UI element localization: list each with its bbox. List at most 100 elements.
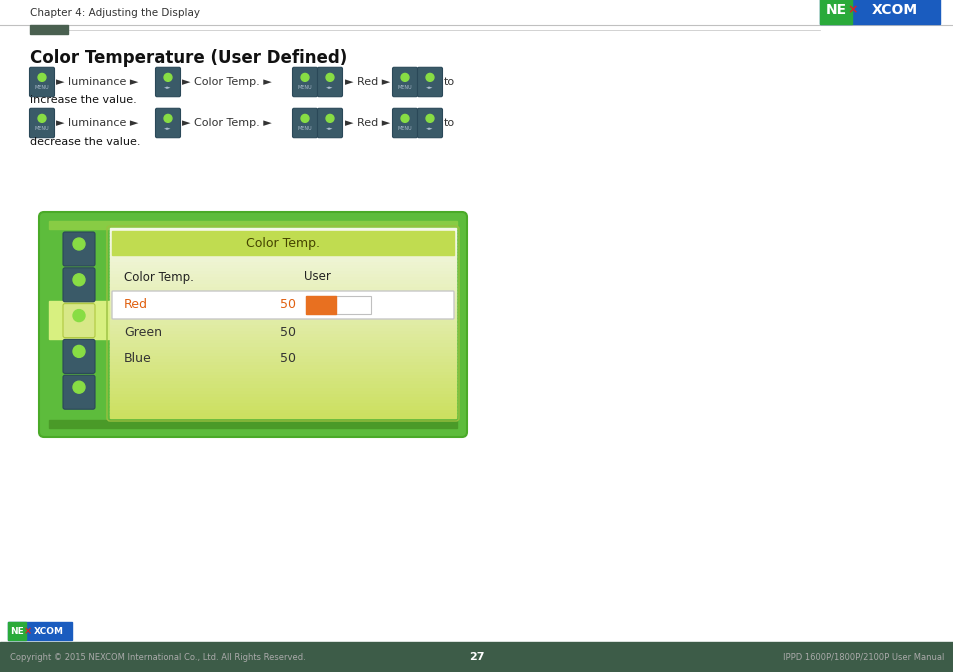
Bar <box>110 285 456 289</box>
Text: ×: × <box>24 626 31 636</box>
Circle shape <box>164 114 172 122</box>
Bar <box>110 278 456 282</box>
Bar <box>110 332 456 336</box>
Bar <box>110 247 456 251</box>
Bar <box>110 379 456 383</box>
Bar <box>110 407 456 412</box>
FancyBboxPatch shape <box>30 67 54 97</box>
Text: ► Red ►: ► Red ► <box>345 77 390 87</box>
Bar <box>110 269 456 273</box>
Bar <box>110 388 456 393</box>
Bar <box>110 414 456 418</box>
Bar <box>110 376 456 380</box>
Bar <box>306 296 371 314</box>
Bar <box>110 304 456 308</box>
Text: MENU: MENU <box>297 126 312 132</box>
Bar <box>110 288 456 292</box>
Text: Copyright © 2015 NEXCOM International Co., Ltd. All Rights Reserved.: Copyright © 2015 NEXCOM International Co… <box>10 653 305 661</box>
Text: MENU: MENU <box>397 85 412 91</box>
Circle shape <box>73 238 85 250</box>
Text: ◄►: ◄► <box>326 85 334 91</box>
FancyBboxPatch shape <box>39 212 467 437</box>
Text: ► luminance ►: ► luminance ► <box>56 77 138 87</box>
FancyBboxPatch shape <box>293 67 317 97</box>
Bar <box>0 642 953 672</box>
Bar <box>8 622 71 640</box>
Bar <box>49 300 112 339</box>
Text: MENU: MENU <box>34 85 50 91</box>
Bar <box>49 221 456 229</box>
Bar <box>110 237 456 242</box>
Bar <box>110 297 456 302</box>
Text: Color Temperature (User Defined): Color Temperature (User Defined) <box>30 49 347 67</box>
Text: ► luminance ►: ► luminance ► <box>56 118 138 128</box>
Bar <box>110 244 456 248</box>
Text: Color Temp.: Color Temp. <box>124 271 193 284</box>
Circle shape <box>301 73 309 81</box>
Bar <box>110 382 456 386</box>
Circle shape <box>426 114 434 122</box>
Circle shape <box>400 114 409 122</box>
Text: ×: × <box>847 3 858 17</box>
Bar <box>110 360 456 364</box>
Bar <box>110 345 456 349</box>
FancyBboxPatch shape <box>417 108 442 138</box>
Circle shape <box>426 73 434 81</box>
Bar <box>110 259 456 263</box>
Text: ► Color Temp. ►: ► Color Temp. ► <box>182 77 272 87</box>
Text: ◄►: ◄► <box>426 126 434 132</box>
FancyBboxPatch shape <box>155 108 180 138</box>
FancyBboxPatch shape <box>30 108 54 138</box>
FancyBboxPatch shape <box>63 375 95 409</box>
Bar <box>110 386 456 390</box>
Bar <box>110 370 456 374</box>
Text: NE: NE <box>10 626 24 636</box>
Bar <box>110 313 456 317</box>
Text: to: to <box>443 118 455 128</box>
Bar <box>110 228 456 232</box>
Text: MENU: MENU <box>34 126 50 132</box>
Text: MENU: MENU <box>297 85 312 91</box>
Bar <box>30 25 68 34</box>
Bar <box>110 310 456 314</box>
Text: ◄►: ◄► <box>164 85 172 91</box>
Text: MENU: MENU <box>397 126 412 132</box>
Bar <box>110 373 456 377</box>
FancyBboxPatch shape <box>317 108 342 138</box>
Text: 27: 27 <box>469 652 484 662</box>
Bar <box>110 319 456 323</box>
Text: ◄►: ◄► <box>164 126 172 132</box>
Bar <box>8 622 26 640</box>
Text: 50: 50 <box>279 353 295 366</box>
Text: XCOM: XCOM <box>871 3 917 17</box>
Text: Chapter 4: Adjusting the Display: Chapter 4: Adjusting the Display <box>30 8 200 18</box>
Text: NE: NE <box>824 3 845 17</box>
Circle shape <box>326 73 334 81</box>
Bar <box>110 367 456 371</box>
Bar <box>110 276 456 280</box>
Bar <box>110 250 456 254</box>
Bar <box>110 241 456 245</box>
Text: User: User <box>303 271 331 284</box>
Text: ► Color Temp. ►: ► Color Temp. ► <box>182 118 272 128</box>
Bar <box>110 329 456 333</box>
Text: decrease the value.: decrease the value. <box>30 137 140 147</box>
Bar <box>110 263 456 267</box>
Circle shape <box>326 114 334 122</box>
Text: 50: 50 <box>279 298 295 312</box>
Bar <box>110 357 456 362</box>
Bar <box>112 231 454 255</box>
Circle shape <box>38 73 46 81</box>
FancyBboxPatch shape <box>155 67 180 97</box>
Bar <box>110 326 456 330</box>
Bar <box>110 395 456 399</box>
Text: Red: Red <box>124 298 148 312</box>
Bar <box>110 354 456 358</box>
Bar <box>820 0 851 24</box>
FancyBboxPatch shape <box>63 304 95 337</box>
Bar <box>110 272 456 276</box>
Bar <box>110 398 456 403</box>
FancyBboxPatch shape <box>63 232 95 266</box>
Bar <box>110 300 456 304</box>
Text: IPPD 1600P/1800P/2100P User Manual: IPPD 1600P/1800P/2100P User Manual <box>781 653 943 661</box>
